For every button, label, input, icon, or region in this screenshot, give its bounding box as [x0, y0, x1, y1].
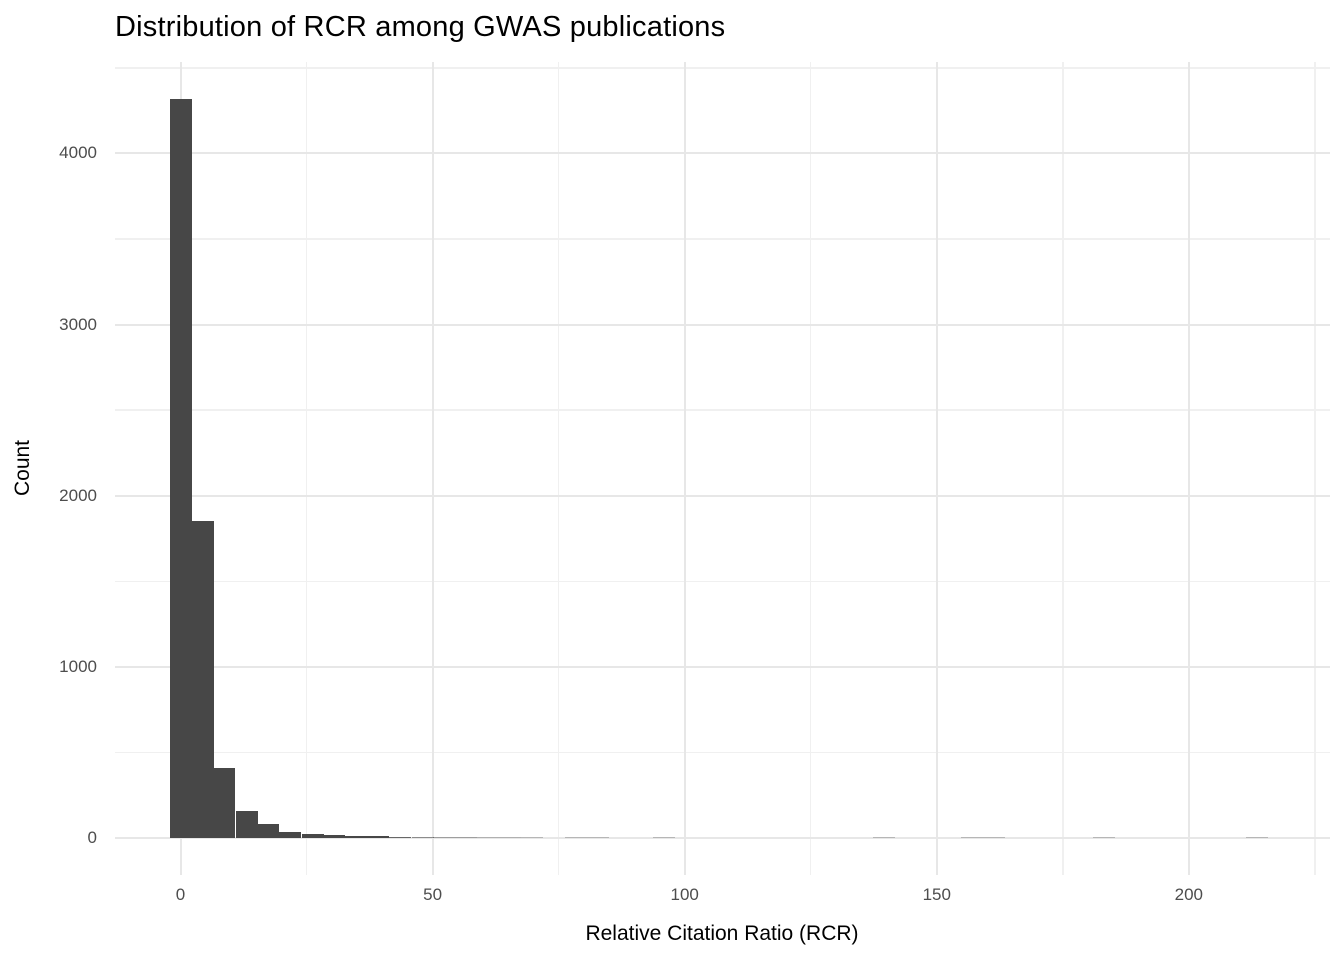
y-minor-gridline	[115, 409, 1330, 411]
x-minor-gridline	[1062, 62, 1064, 875]
histogram-bar	[367, 836, 390, 839]
y-major-gridline	[115, 837, 1330, 840]
histogram-bar	[455, 836, 478, 839]
y-major-gridline	[115, 323, 1330, 326]
y-minor-gridline	[115, 580, 1330, 583]
y-tick-label: 4000	[59, 143, 97, 163]
histogram-bar	[1246, 836, 1269, 839]
histogram-bar	[279, 831, 302, 839]
histogram-bar	[191, 521, 214, 839]
histogram-bar	[169, 98, 192, 839]
y-tick-label: 0	[87, 828, 97, 848]
histogram-bar	[235, 810, 258, 839]
histogram-bar	[411, 836, 434, 839]
x-minor-gridline	[809, 62, 812, 875]
histogram-bar	[499, 836, 522, 839]
plot-panel	[115, 62, 1330, 875]
histogram-bar	[521, 836, 544, 839]
y-major-gridline	[115, 665, 1330, 668]
histogram-bar	[389, 836, 412, 839]
y-tick-label: 2000	[59, 485, 97, 505]
histogram-bar	[586, 836, 609, 839]
y-minor-gridline	[115, 238, 1330, 240]
y-major-gridline	[115, 494, 1330, 497]
histogram-bar	[433, 836, 456, 839]
x-minor-gridline	[305, 62, 308, 875]
x-axis-title: Relative Citation Ratio (RCR)	[585, 922, 859, 945]
histogram-bar	[1092, 836, 1115, 839]
x-tick-label: 50	[423, 885, 443, 904]
x-minor-gridline	[557, 62, 560, 875]
y-tick-label: 1000	[59, 656, 97, 676]
histogram-bar	[565, 836, 588, 839]
histogram-bar	[872, 836, 895, 839]
x-tick-label: 100	[670, 885, 699, 904]
y-tick-label: 3000	[59, 314, 97, 334]
y-minor-gridline	[115, 67, 1330, 69]
y-axis-title: Count	[11, 439, 34, 497]
histogram-bar	[477, 836, 500, 839]
x-major-gridline	[1187, 62, 1190, 875]
histogram-bar	[213, 767, 236, 839]
chart-title: Distribution of RCR among GWAS publicati…	[115, 11, 726, 43]
x-major-gridline	[431, 62, 434, 875]
y-major-gridline	[115, 152, 1330, 155]
x-tick-label: 200	[1174, 885, 1204, 904]
y-minor-gridline	[115, 751, 1330, 754]
histogram-bar	[961, 836, 984, 839]
x-tick-label: 150	[922, 885, 951, 904]
histogram-bar	[653, 836, 675, 839]
histogram-bar	[323, 835, 346, 839]
histogram-bar	[301, 833, 324, 839]
histogram-bar	[345, 835, 368, 839]
x-major-gridline	[683, 62, 686, 875]
x-minor-gridline	[1314, 62, 1316, 875]
x-tick-label: 0	[175, 885, 186, 904]
histogram-bar	[982, 836, 1005, 839]
histogram-bar	[257, 824, 280, 839]
x-major-gridline	[935, 62, 938, 875]
